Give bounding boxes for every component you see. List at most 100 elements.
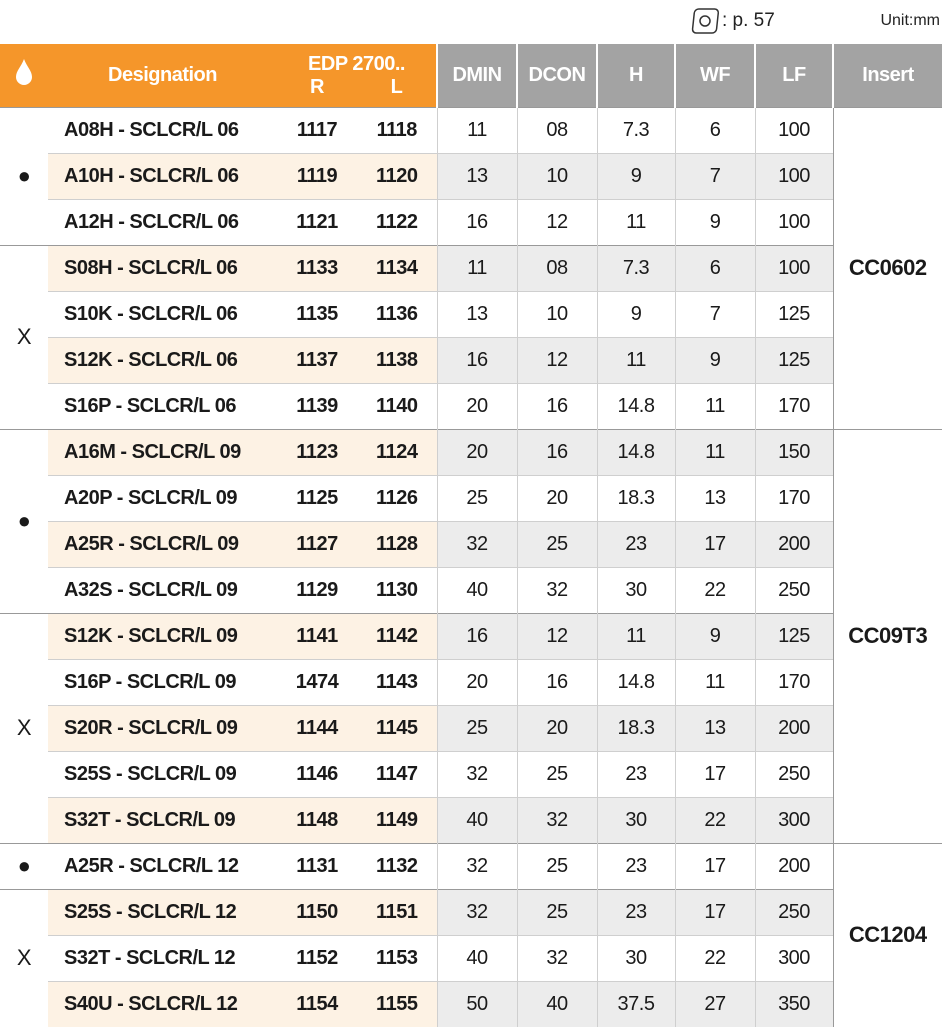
lf: 150: [754, 428, 833, 475]
col-dcon: DCON: [516, 44, 597, 107]
lf: 200: [754, 520, 833, 567]
lf: 200: [754, 842, 833, 889]
lf: 250: [754, 566, 833, 613]
edp-l: 1143: [357, 658, 437, 705]
dcon: 12: [516, 336, 597, 383]
h: 9: [596, 152, 675, 199]
dcon: 16: [516, 658, 597, 705]
dmin: 32: [436, 888, 517, 935]
edp-r: 1150: [277, 888, 357, 935]
dmin: 40: [436, 566, 517, 613]
lf: 100: [754, 244, 833, 291]
edp-l: 1155: [357, 980, 437, 1027]
row: S20R - SCLCR/L 09 1144 1145 25 20 18.3 13 200: [0, 704, 942, 751]
lf: 300: [754, 796, 833, 843]
dmin: 50: [436, 980, 517, 1027]
designation: A25R - SCLCR/L 09: [48, 520, 277, 567]
designation: S25S - SCLCR/L 09: [48, 750, 277, 797]
h: 7.3: [596, 106, 675, 153]
edp-l: 1128: [357, 520, 437, 567]
row: A12H - SCLCR/L 06 1121 1122 16 12 11 9 100: [0, 198, 942, 245]
lf: 250: [754, 750, 833, 797]
dmin: 32: [436, 750, 517, 797]
row: A25R - SCLCR/L 09 1127 1128 32 25 23 17 200: [0, 520, 942, 567]
h: 11: [596, 336, 675, 383]
edp-l: 1120: [357, 152, 437, 199]
h: 23: [596, 842, 675, 889]
dmin: 25: [436, 474, 517, 521]
h: 14.8: [596, 428, 675, 475]
dcon: 10: [516, 290, 597, 337]
lf: 125: [754, 612, 833, 659]
row: S12K - SCLCR/L 06 1137 1138 16 12 11 9 125: [0, 336, 942, 383]
edp-r: 1139: [277, 382, 357, 429]
wf: 11: [674, 428, 755, 475]
lf: 200: [754, 704, 833, 751]
reference-icon: [691, 8, 720, 34]
designation: S10K - SCLCR/L 06: [48, 290, 277, 337]
edp-r: 1133: [277, 244, 357, 291]
group-mark: ●: [0, 428, 48, 613]
designation: S20R - SCLCR/L 09: [48, 704, 277, 751]
row: S16P - SCLCR/L 09 1474 1143 20 16 14.8 11 170: [0, 658, 942, 705]
h: 37.5: [596, 980, 675, 1027]
edp-r: 1129: [277, 566, 357, 613]
wf: 17: [674, 520, 755, 567]
col-wf: WF: [674, 44, 755, 107]
edp-l: 1136: [357, 290, 437, 337]
dcon: 25: [516, 888, 597, 935]
edp-r: 1117: [277, 106, 357, 153]
row: S10K - SCLCR/L 06 1135 1136 13 10 9 7 125: [0, 290, 942, 337]
wf: 9: [674, 612, 755, 659]
edp-l: 1140: [357, 382, 437, 429]
table-body: ● A08H - SCLCR/L 06 1117 1118 11 08 7.3 6 100 CC0…: [0, 106, 942, 1027]
wf: 17: [674, 750, 755, 797]
wf: 17: [674, 888, 755, 935]
dmin: 11: [436, 244, 517, 291]
col-l: L: [357, 76, 437, 107]
edp-r: 1121: [277, 198, 357, 245]
designation: S32T - SCLCR/L 09: [48, 796, 277, 843]
dcon: 40: [516, 980, 597, 1027]
designation: A10H - SCLCR/L 06: [48, 152, 277, 199]
edp-l: 1130: [357, 566, 437, 613]
designation: A12H - SCLCR/L 06: [48, 198, 277, 245]
wf: 7: [674, 152, 755, 199]
dmin: 20: [436, 382, 517, 429]
lf: 170: [754, 474, 833, 521]
h: 30: [596, 796, 675, 843]
dmin: 32: [436, 842, 517, 889]
dcon: 12: [516, 612, 597, 659]
edp-l: 1147: [357, 750, 437, 797]
dmin: 11: [436, 106, 517, 153]
wf: 11: [674, 658, 755, 705]
designation: S12K - SCLCR/L 06: [48, 336, 277, 383]
lf: 350: [754, 980, 833, 1027]
row: A10H - SCLCR/L 06 1119 1120 13 10 9 7 100: [0, 152, 942, 199]
edp-r: 1152: [277, 934, 357, 981]
wf: 17: [674, 842, 755, 889]
wf: 7: [674, 290, 755, 337]
dcon: 25: [516, 842, 597, 889]
row: S25S - SCLCR/L 09 1146 1147 32 25 23 17 250: [0, 750, 942, 797]
wf: 6: [674, 244, 755, 291]
row: X S12K - SCLCR/L 09 1141 1142 16 12 11 9 125: [0, 612, 942, 843]
spec-table: Designation EDP 2700.. DMIN DCON H WF LF…: [0, 44, 942, 1027]
h: 7.3: [596, 244, 675, 291]
row: A32S - SCLCR/L 09 1129 1130 40 32 30 22 250: [0, 566, 942, 613]
edp-l: 1149: [357, 796, 437, 843]
lf: 170: [754, 658, 833, 705]
edp-r: 1141: [277, 612, 357, 659]
h: 14.8: [596, 658, 675, 705]
edp-r: 1144: [277, 704, 357, 751]
dcon: 32: [516, 934, 597, 981]
lf: 170: [754, 382, 833, 429]
wf: 13: [674, 474, 755, 521]
row: S32T - SCLCR/L 12 1152 1153 40 32 30 22 300: [0, 934, 942, 981]
col-r: R: [277, 76, 357, 107]
edp-r: 1474: [277, 658, 357, 705]
dcon: 10: [516, 152, 597, 199]
h: 30: [596, 934, 675, 981]
dmin: 16: [436, 198, 517, 245]
